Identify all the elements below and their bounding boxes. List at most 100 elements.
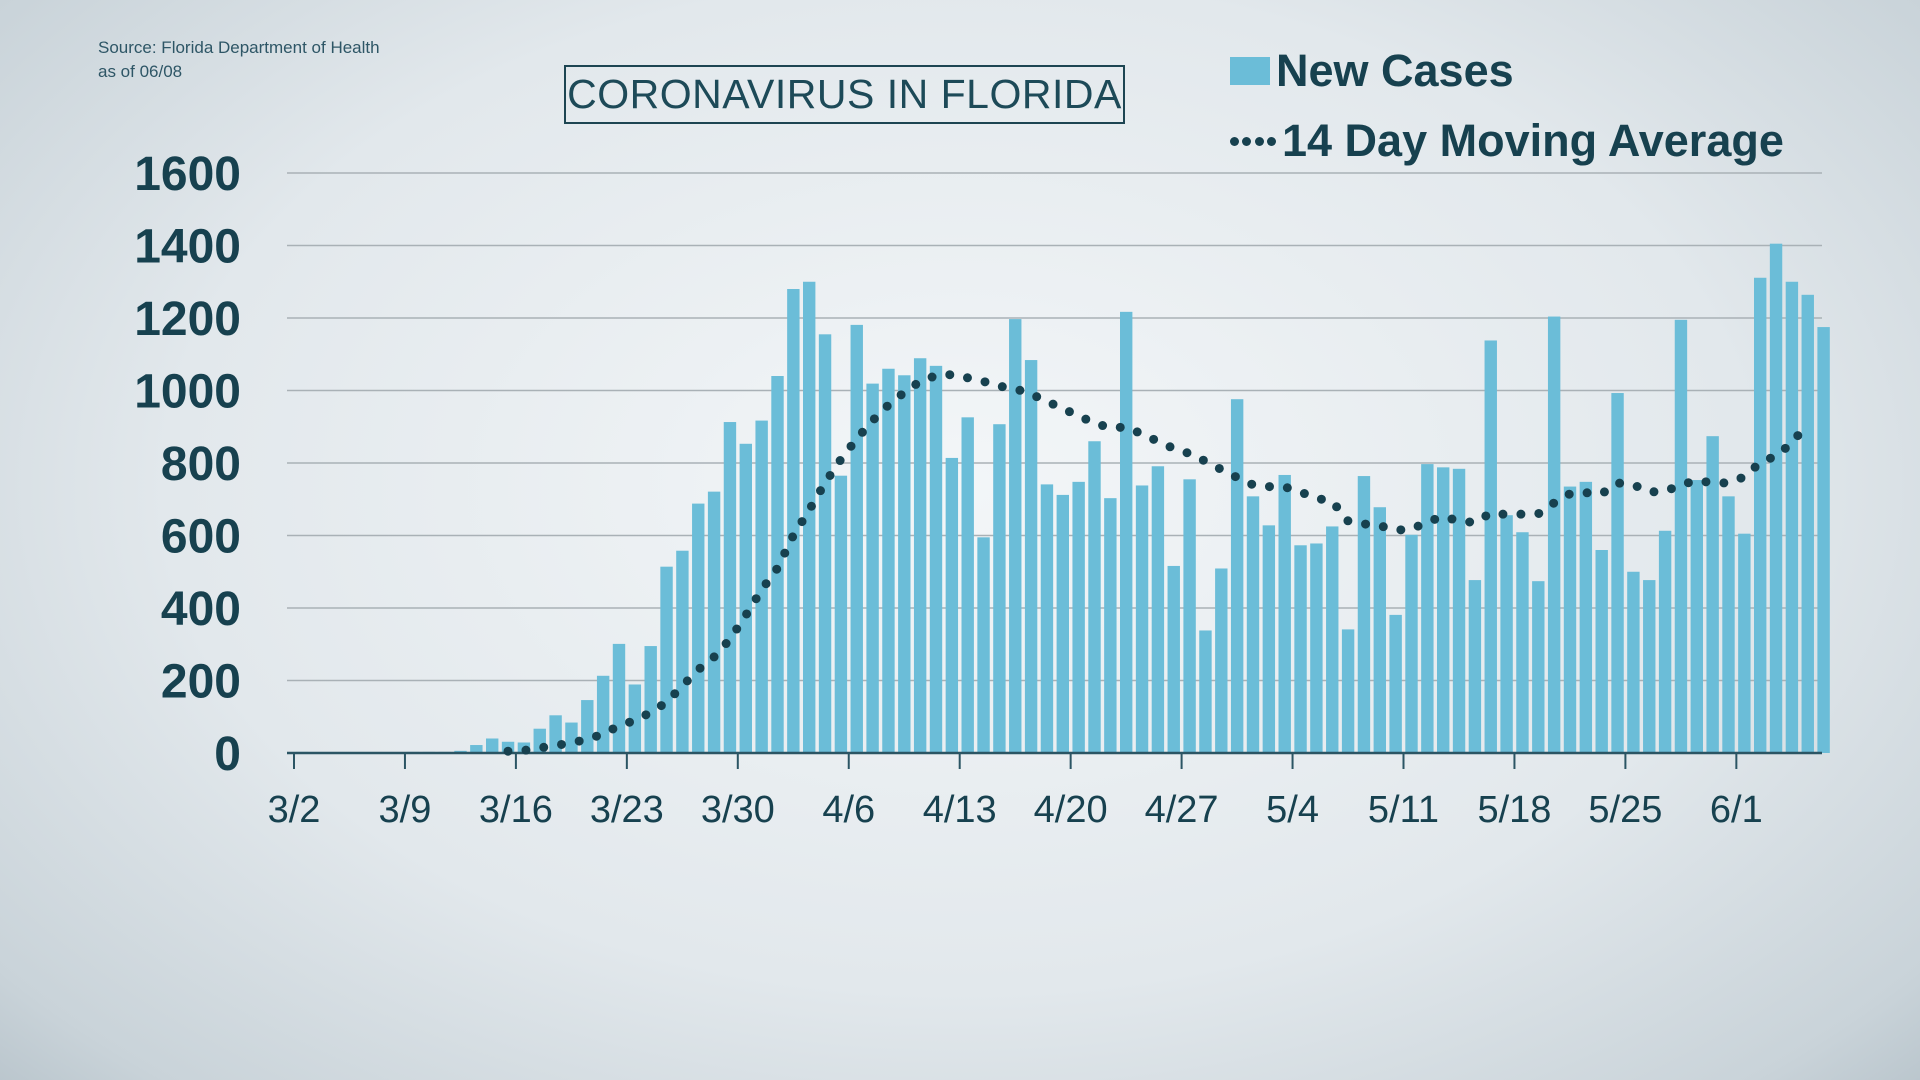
x-tick-label: 4/13 [923,789,997,831]
bar-5-3 [1278,474,1291,753]
bar-5-27 [1658,530,1672,753]
bar-5-12 [1421,464,1434,753]
bar-3-21 [596,675,610,753]
y-tick-label: 1400 [134,221,241,274]
y-tick-label: 0 [214,728,241,781]
bar-4-4 [818,334,832,753]
bar-6-5 [1801,294,1814,753]
bar-4-3 [803,281,816,753]
bar-3-13 [470,745,483,753]
bar-4-9 [898,375,911,753]
x-tick-label: 3/30 [701,789,775,831]
bar-5-7 [1341,629,1355,753]
y-axis-labels: 0 200 400 600 800 1000 1200 1400 1600 [134,148,241,781]
bar-5-21 [1563,486,1577,753]
x-tick-label: 4/27 [1145,789,1219,831]
bar-3-24 [644,646,657,753]
bar-4-19 [1056,494,1069,753]
bar-5-28 [1674,319,1688,753]
bar-4-21 [1088,441,1101,753]
bar-5-16 [1484,340,1497,753]
bar-3-22 [612,643,626,753]
bar-5-14 [1452,468,1466,753]
y-tick-label: 1000 [134,366,241,419]
chart-title: CORONAVIRUS IN FLORIDA [567,71,1122,117]
bar-4-7 [866,383,879,753]
y-tick-label: 800 [161,438,241,491]
x-tick-label: 3/2 [268,789,321,831]
bar-3-29 [723,422,737,753]
bar-4-11 [929,365,943,753]
x-tick-label: 5/18 [1477,789,1551,831]
bar-4-18 [1040,484,1054,753]
bar-3-27 [692,503,705,753]
moving-average-series [503,370,1813,756]
bar-4-28 [1199,630,1212,753]
source-line: Source: Florida Department of Health [98,38,380,57]
x-tick-label: 3/16 [479,789,553,831]
bar-4-22 [1104,498,1117,753]
bar-5-10 [1389,614,1402,753]
dotted-line-icon [1230,136,1276,146]
x-tick-label: 5/4 [1266,789,1319,831]
x-tick-label: 3/23 [590,789,664,831]
bar-3-23 [628,684,642,753]
x-tick-label: 5/25 [1588,789,1662,831]
bar-5-23 [1595,550,1608,753]
as-of-date: as of 06/08 [98,62,183,81]
y-tick-label: 600 [161,511,241,564]
x-tick-label: 6/1 [1710,789,1763,831]
gridlines [287,172,1822,682]
bar-4-23 [1120,311,1133,753]
x-tick-label: 3/9 [379,789,432,831]
bar-swatch-icon [1230,57,1270,85]
bar-3-26 [676,550,689,753]
moving-average-line [503,370,1813,756]
bar-4-29 [1215,568,1228,753]
x-tick-label: 4/6 [822,789,875,831]
legend-label: New Cases [1276,45,1514,96]
bar-5-26 [1643,580,1656,753]
bar-5-20 [1547,316,1561,753]
bar-5-25 [1627,571,1640,753]
bar-6-4 [1785,281,1799,753]
x-tick-label: 4/20 [1034,789,1108,831]
bar-4-26 [1167,565,1180,753]
x-tick-label: 5/11 [1368,789,1439,831]
bar-5-4 [1294,545,1307,753]
bar-5-18 [1516,532,1529,753]
bar-5-1 [1246,496,1260,753]
bar-5-17 [1500,515,1513,753]
bar-5-29 [1690,480,1703,753]
bar-4-13 [961,417,974,753]
bar-5-19 [1532,581,1545,753]
bar-4-1 [771,376,784,753]
bar-4-16 [1009,319,1022,753]
x-axis [287,751,1822,769]
bar-5-5 [1310,543,1323,753]
bar-4-8 [882,368,895,753]
bar-4-24 [1135,485,1149,753]
chart-title-box: CORONAVIRUS IN FLORIDA [564,65,1125,124]
bar-5-6 [1326,526,1339,753]
bar-4-12 [945,457,959,753]
bar-4-27 [1183,479,1196,753]
bar-4-14 [977,537,990,753]
y-tick-label: 1200 [134,293,241,346]
bar-5-24 [1611,393,1624,753]
bar-4-30 [1230,399,1244,753]
bar-3-28 [707,491,721,753]
bar-6-6 [1817,327,1830,753]
y-tick-label: 200 [161,656,241,709]
bars [295,243,1830,754]
bar-4-17 [1024,360,1038,753]
bar-4-5 [834,475,848,753]
bar-5-11 [1405,534,1418,753]
bar-5-30 [1706,436,1719,753]
bar-5-15 [1468,580,1482,753]
bar-4-6 [850,324,863,753]
legend-label: 14 Day Moving Average [1282,115,1784,166]
bar-5-31 [1722,496,1735,753]
bar-3-19 [565,722,578,753]
